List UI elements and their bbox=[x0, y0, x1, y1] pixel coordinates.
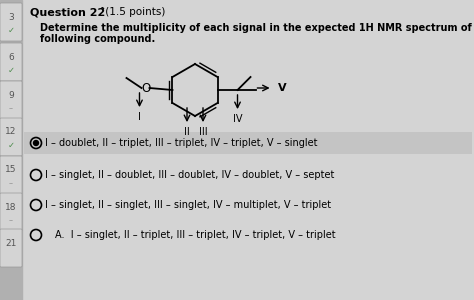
Text: 15: 15 bbox=[5, 166, 17, 175]
Text: 21: 21 bbox=[5, 238, 17, 247]
FancyBboxPatch shape bbox=[0, 193, 22, 231]
FancyBboxPatch shape bbox=[0, 229, 22, 267]
Bar bbox=[0, 0, 22, 300]
FancyBboxPatch shape bbox=[0, 43, 22, 81]
Text: (1.5 points): (1.5 points) bbox=[102, 7, 165, 17]
Circle shape bbox=[34, 140, 38, 146]
Text: IV: IV bbox=[233, 114, 242, 124]
Text: A.  I – singlet, II – triplet, III – triplet, IV – triplet, V – triplet: A. I – singlet, II – triplet, III – trip… bbox=[55, 230, 336, 240]
FancyBboxPatch shape bbox=[0, 81, 22, 119]
Text: 3: 3 bbox=[8, 13, 14, 22]
Text: III: III bbox=[199, 127, 207, 137]
Text: ✓: ✓ bbox=[8, 140, 15, 149]
Text: Question 22̂: Question 22̂ bbox=[30, 7, 105, 17]
Text: 9: 9 bbox=[8, 91, 14, 100]
Text: I: I bbox=[138, 112, 141, 122]
Text: following compound.: following compound. bbox=[40, 34, 155, 44]
FancyBboxPatch shape bbox=[0, 118, 22, 156]
Text: 6: 6 bbox=[8, 52, 14, 62]
Text: ✓: ✓ bbox=[8, 26, 15, 34]
Text: ✓: ✓ bbox=[8, 65, 15, 74]
Text: V: V bbox=[277, 83, 286, 93]
Text: Determine the multiplicity of each signal in the expected 1H NMR spectrum of the: Determine the multiplicity of each signa… bbox=[40, 23, 474, 33]
Text: 12: 12 bbox=[5, 128, 17, 136]
Text: --: -- bbox=[9, 105, 13, 111]
Text: --: -- bbox=[9, 180, 13, 186]
Text: O: O bbox=[142, 82, 151, 94]
Text: 18: 18 bbox=[5, 202, 17, 211]
FancyBboxPatch shape bbox=[0, 156, 22, 194]
Bar bbox=[24, 132, 472, 154]
Text: I – doublet, II – triplet, III – triplet, IV – triplet, V – singlet: I – doublet, II – triplet, III – triplet… bbox=[46, 138, 318, 148]
Text: I – singlet, II – singlet, III – singlet, IV – multiplet, V – triplet: I – singlet, II – singlet, III – singlet… bbox=[46, 200, 332, 210]
Text: I – singlet, II – doublet, III – doublet, IV – doublet, V – septet: I – singlet, II – doublet, III – doublet… bbox=[46, 170, 335, 180]
Text: --: -- bbox=[9, 217, 13, 223]
FancyBboxPatch shape bbox=[0, 3, 22, 41]
Text: II: II bbox=[184, 127, 190, 137]
